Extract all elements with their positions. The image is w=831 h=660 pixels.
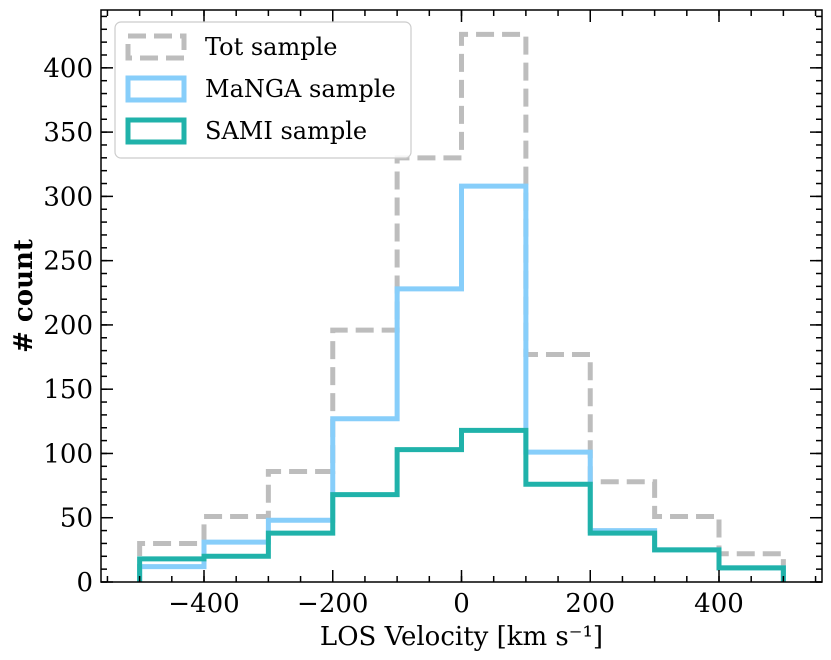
y-tick-label: 250 — [43, 247, 93, 277]
legend: Tot sample MaNGA sample SAMI sample — [114, 21, 412, 159]
legend-label: MaNGA sample — [205, 75, 396, 103]
y-tick-label: 200 — [43, 311, 93, 341]
x-tick-label: −400 — [168, 589, 239, 619]
x-tick-label: 400 — [694, 589, 744, 619]
x-tick-label: 200 — [565, 589, 615, 619]
axis-ticks — [101, 10, 822, 583]
legend-handle-sami — [125, 117, 187, 145]
y-tick-label: 150 — [43, 375, 93, 405]
y-tick-label: 0 — [76, 568, 93, 598]
y-axis-label: # count — [9, 239, 39, 353]
x-tick-label: −200 — [297, 589, 368, 619]
x-tick-label: 0 — [453, 589, 470, 619]
y-tick-label: 350 — [43, 118, 93, 148]
x-axis-label: LOS Velocity [km s⁻¹] — [320, 622, 603, 652]
legend-label: SAMI sample — [205, 117, 367, 145]
y-tick-label: 400 — [43, 54, 93, 84]
histogram-series-tot — [137, 31, 786, 582]
y-tick-labels: 0 50 100 150 200 250 300 350 400 — [43, 54, 93, 598]
y-tick-label: 100 — [43, 439, 93, 469]
legend-box — [114, 21, 412, 159]
y-tick-label: 50 — [60, 504, 93, 534]
legend-handle-manga — [125, 75, 187, 103]
x-tick-labels: −400 −200 0 200 400 — [168, 589, 744, 619]
y-tick-label: 300 — [43, 182, 93, 212]
legend-handle-tot — [125, 33, 187, 61]
legend-label: Tot sample — [205, 33, 338, 61]
histogram-series-sami — [137, 427, 786, 582]
histogram-series-manga — [137, 183, 786, 582]
histogram-series-layer — [137, 31, 786, 582]
